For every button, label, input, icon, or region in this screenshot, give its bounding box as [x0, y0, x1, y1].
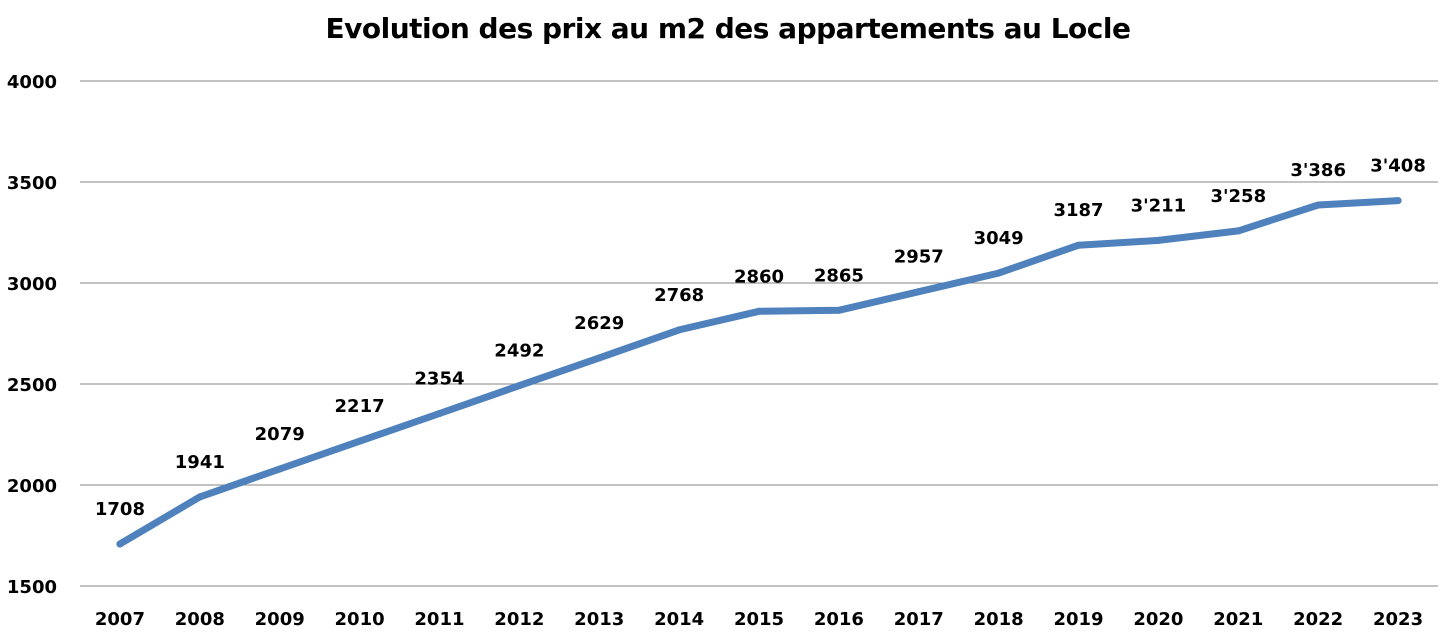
- data-label: 2217: [335, 396, 385, 417]
- data-point: [1234, 227, 1242, 235]
- x-tick-label: 2019: [1053, 609, 1103, 630]
- data-label: 2865: [814, 265, 864, 286]
- x-tick-label: 2017: [894, 609, 944, 630]
- data-label: 3'258: [1210, 186, 1266, 207]
- data-point: [755, 307, 763, 315]
- data-point: [915, 288, 923, 296]
- data-point: [435, 409, 443, 417]
- y-tick-label: 3500: [7, 173, 57, 194]
- y-tick-label: 2000: [7, 476, 57, 497]
- data-point: [995, 269, 1003, 277]
- y-tick-label: 2500: [7, 375, 57, 396]
- data-label: 1941: [175, 452, 225, 473]
- data-point: [116, 540, 124, 548]
- chart-title: Evolution des prix au m2 des appartement…: [325, 12, 1131, 45]
- data-label: 2079: [255, 424, 305, 445]
- data-point: [515, 382, 523, 390]
- x-tick-label: 2015: [734, 609, 784, 630]
- x-axis: 2007 2008 2009 2010 2011 2012 2013 2014 2015 2016…: [95, 609, 1423, 630]
- series-line: [116, 197, 1402, 548]
- data-label: 3'408: [1370, 156, 1426, 177]
- data-point: [356, 437, 364, 445]
- y-axis: 1500 2000 2500 3000 3500 4000: [7, 72, 57, 598]
- x-tick-label: 2020: [1133, 609, 1183, 630]
- data-point: [1314, 201, 1322, 209]
- data-point: [1154, 236, 1162, 244]
- y-tick-label: 3000: [7, 274, 57, 295]
- data-label: 2957: [894, 247, 944, 268]
- x-tick-label: 2013: [574, 609, 624, 630]
- x-tick-label: 2012: [494, 609, 544, 630]
- y-tick-label: 1500: [7, 577, 57, 598]
- x-tick-label: 2008: [175, 609, 225, 630]
- data-label: 2860: [734, 266, 784, 287]
- data-label: 2629: [574, 313, 624, 334]
- gridlines: [80, 80, 1438, 587]
- data-label: 1708: [95, 499, 145, 520]
- data-point: [675, 326, 683, 334]
- y-tick-label: 4000: [7, 72, 57, 93]
- data-point: [1075, 241, 1083, 249]
- data-point: [835, 306, 843, 314]
- data-label: 3049: [974, 228, 1024, 249]
- data-point: [595, 354, 603, 362]
- x-tick-label: 2018: [974, 609, 1024, 630]
- series: [116, 197, 1402, 548]
- data-label: 2768: [654, 285, 704, 306]
- data-label: 3'211: [1131, 195, 1187, 216]
- data-labels: 1708 1941 2079 2217 2354 2492 2629 2768 2860 2865…: [95, 156, 1426, 520]
- x-tick-label: 2014: [654, 609, 704, 630]
- data-label: 2492: [494, 341, 544, 362]
- data-point: [276, 465, 284, 473]
- x-tick-label: 2010: [335, 609, 385, 630]
- x-tick-label: 2016: [814, 609, 864, 630]
- data-label: 3'386: [1290, 160, 1346, 181]
- x-tick-label: 2009: [255, 609, 305, 630]
- data-point: [1394, 197, 1402, 205]
- data-label: 3187: [1053, 200, 1103, 221]
- data-point: [196, 493, 204, 501]
- data-label: 2354: [414, 368, 464, 389]
- x-tick-label: 2023: [1373, 609, 1423, 630]
- x-tick-label: 2022: [1293, 609, 1343, 630]
- x-tick-label: 2007: [95, 609, 145, 630]
- x-tick-label: 2011: [414, 609, 464, 630]
- x-tick-label: 2021: [1213, 609, 1263, 630]
